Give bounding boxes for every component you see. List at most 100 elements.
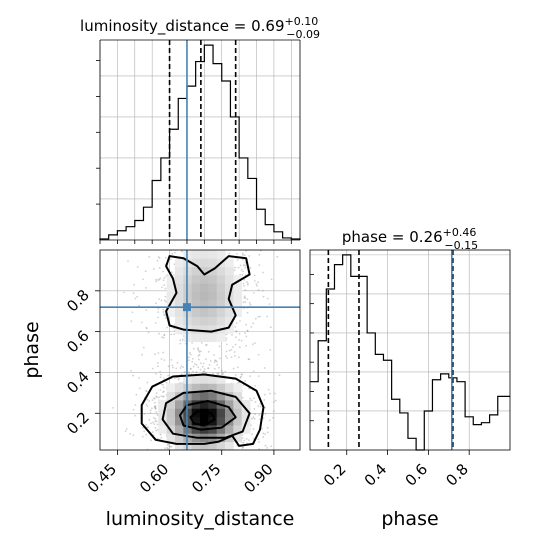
density-cell (175, 258, 184, 268)
sample-point (138, 387, 141, 390)
sample-point (197, 366, 200, 369)
sample-point (213, 354, 216, 356)
sample-point (201, 365, 204, 368)
sample-point (235, 330, 238, 332)
density-cell (233, 300, 243, 309)
sample-point (230, 348, 233, 351)
x-tick-label: 0.45 (84, 460, 120, 496)
x-tick-label: 0.8 (442, 460, 472, 490)
sample-point (225, 355, 227, 358)
sample-point (263, 367, 266, 369)
sample-point (272, 416, 274, 419)
luminosity-distance-title-name: luminosity_distance (80, 17, 229, 36)
x-tick-label: 0.60 (136, 460, 172, 496)
sample-point (192, 370, 194, 373)
density-cell (191, 300, 201, 309)
sample-point (246, 283, 249, 286)
sample-point (254, 317, 257, 320)
sample-point (243, 285, 245, 287)
density-cell (191, 333, 201, 343)
density-cell (191, 383, 201, 393)
density-cell (216, 291, 226, 301)
sample-point (171, 253, 174, 255)
sample-point (193, 363, 196, 365)
sample-point (208, 364, 211, 366)
sample-point (216, 364, 219, 366)
density-cell (200, 333, 209, 343)
sample-point (258, 441, 260, 443)
density-cell (225, 258, 234, 268)
sample-point (167, 374, 170, 377)
sample-point (212, 373, 214, 375)
sample-point (184, 371, 187, 374)
sample-point (249, 375, 252, 377)
density-cell (191, 441, 201, 450)
sample-point (197, 358, 200, 361)
sample-point (256, 284, 258, 287)
sample-point (238, 332, 241, 335)
sample-point (276, 255, 279, 258)
density-cell (233, 283, 243, 293)
density-cell (225, 441, 234, 450)
sample-point (216, 360, 218, 363)
density-cell (208, 300, 218, 309)
sample-point (235, 322, 238, 324)
density-cell (208, 400, 218, 409)
sample-point (154, 420, 157, 423)
density-cell (208, 308, 218, 318)
sample-point (244, 289, 247, 292)
sample-point (257, 438, 260, 441)
sample-point (243, 295, 246, 298)
sample-point (148, 400, 151, 402)
density-cell (225, 408, 234, 418)
phase-title-median: 0.26 (409, 228, 442, 246)
sample-point (245, 323, 248, 326)
sample-point (234, 326, 237, 328)
sample-point (205, 372, 208, 374)
sample-point (240, 269, 243, 271)
sample-point (179, 342, 182, 345)
sample-point (149, 412, 152, 414)
sample-point (163, 390, 165, 393)
sample-point (146, 398, 149, 401)
sample-point (169, 445, 172, 448)
sample-point (163, 377, 165, 380)
sample-point (195, 371, 197, 374)
sample-point (242, 446, 245, 449)
sample-point (247, 282, 249, 285)
sample-point (133, 283, 135, 286)
luminosity-distance-histogram-ticks (96, 60, 292, 244)
sample-point (149, 409, 152, 412)
sample-point (162, 386, 165, 389)
sample-point (250, 424, 252, 427)
sample-point (158, 278, 161, 281)
sample-point (157, 352, 160, 354)
sample-point (195, 371, 198, 374)
sample-point (243, 439, 246, 442)
density-cell (216, 375, 226, 384)
density-cell (175, 283, 184, 293)
sample-point (162, 395, 164, 398)
sample-point (252, 370, 255, 373)
sample-point (154, 408, 157, 410)
x-tick-label: 0.4 (361, 460, 391, 490)
sample-point (151, 431, 154, 434)
sample-point (252, 428, 255, 430)
sample-point (214, 359, 217, 362)
density-cell (191, 416, 201, 426)
sample-point (123, 291, 125, 294)
sample-point (266, 315, 269, 318)
sample-point (248, 387, 250, 390)
sample-point (155, 278, 158, 281)
y-tick-label: 0.2 (63, 408, 93, 438)
sample-point (198, 353, 201, 356)
sample-point (181, 338, 184, 341)
sample-point (153, 268, 155, 270)
density-cell (200, 375, 209, 384)
sample-point (132, 292, 135, 295)
sample-point (163, 313, 165, 316)
sample-point (132, 434, 135, 437)
sample-point (278, 374, 281, 377)
phase-title: phase = 0.26+0.46 −0.15 (342, 226, 478, 252)
sample-point (132, 374, 135, 377)
